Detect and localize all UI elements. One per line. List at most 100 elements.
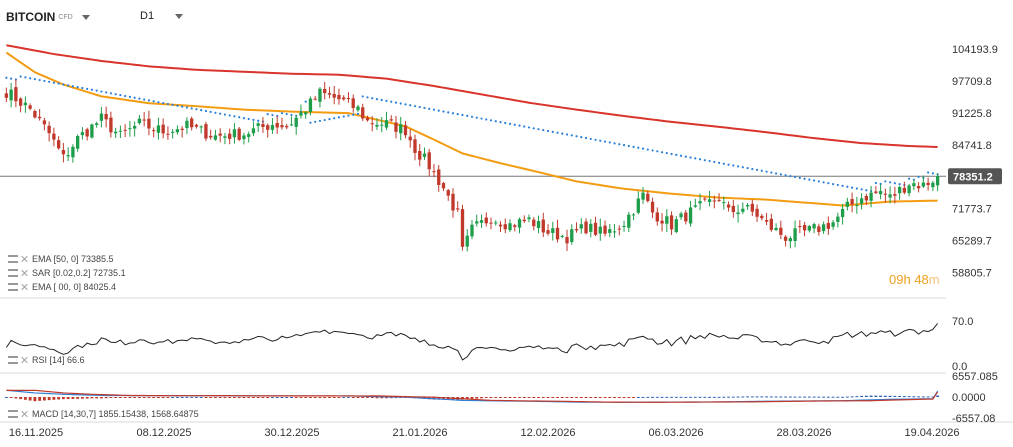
candle-body — [237, 128, 241, 140]
sar-dot — [375, 97, 379, 101]
instrument-type: CFD — [58, 14, 73, 22]
macd-histogram-bar — [389, 397, 393, 399]
sar-dot — [632, 145, 635, 148]
candle-body — [726, 204, 731, 208]
candle-body — [532, 219, 536, 227]
indicator-ema200[interactable]: EMA [ 00, 0] 84025.4 — [8, 282, 116, 292]
candle-body — [783, 236, 788, 241]
macd-histogram-bar — [798, 396, 802, 398]
sar-dot — [803, 177, 806, 180]
macd-histogram-bar — [195, 396, 198, 398]
close-icon[interactable] — [22, 270, 28, 276]
time-tick-label: 12.02.2026 — [520, 427, 575, 439]
macd-histogram-bar — [594, 397, 597, 398]
sar-dot — [204, 109, 208, 113]
symbol-selector[interactable]: BITCOIN CFD — [6, 10, 91, 28]
sar-dot — [214, 111, 217, 114]
candle-body — [213, 135, 218, 140]
settings-icon[interactable] — [8, 255, 18, 263]
candle-body — [921, 182, 926, 187]
candle-body — [503, 224, 507, 230]
close-icon[interactable] — [22, 256, 28, 262]
candle-body — [61, 149, 66, 155]
sar-dot — [931, 172, 934, 175]
sar-dot — [238, 116, 241, 119]
candle-body — [109, 117, 113, 133]
macd-histogram-bar — [137, 397, 141, 398]
candle-body — [180, 128, 184, 130]
macd-histogram-bar — [627, 397, 631, 398]
macd-histogram-bar — [741, 396, 745, 398]
macd-histogram-bar — [807, 396, 811, 398]
settings-icon[interactable] — [8, 269, 18, 277]
indicator-sar[interactable]: SAR [0.02,0.2] 72735.1 — [8, 268, 126, 278]
price-tick-label: 71773.7 — [952, 204, 992, 216]
macd-histogram-bar — [156, 397, 160, 398]
macd-histogram-bar — [242, 397, 246, 398]
macd-histogram-bar — [584, 397, 588, 398]
candle-body — [916, 186, 921, 189]
candle-body — [204, 124, 208, 139]
timeframe-selector[interactable]: D1 — [140, 10, 184, 28]
candle-body — [498, 224, 503, 227]
indicator-ema50[interactable]: EMA [50, 0] 73385.5 — [8, 254, 114, 264]
macd-histogram-bar — [313, 397, 317, 398]
macd-histogram-bar — [902, 396, 906, 398]
macd-histogram-bar — [109, 397, 113, 399]
candle-body — [332, 93, 336, 98]
close-icon[interactable] — [22, 411, 28, 417]
time-tick-label: 21.01.2026 — [392, 427, 447, 439]
macd-histogram-bar — [332, 397, 336, 398]
candle-body — [275, 122, 279, 128]
sar-dot — [157, 101, 160, 104]
symbol-name: BITCOIN — [6, 10, 56, 24]
macd-histogram-bar — [936, 395, 940, 397]
candle-body — [289, 124, 294, 126]
macd-histogram-bar — [779, 396, 783, 398]
candle-body — [256, 123, 260, 126]
macd-histogram-bar — [323, 397, 327, 398]
candle-body — [859, 198, 864, 204]
candle-body — [175, 129, 180, 133]
indicator-label: SAR [0.02,0.2] 72735.1 — [32, 268, 126, 278]
candle-body — [764, 220, 769, 222]
macd-histogram-bar — [9, 397, 13, 398]
macd-histogram-bar — [285, 397, 289, 398]
macd-histogram-bar — [888, 395, 892, 397]
candle-body — [185, 120, 189, 129]
close-icon[interactable] — [22, 357, 28, 363]
rsi-tick-label: 0.0 — [952, 361, 967, 373]
sar-dot — [337, 116, 341, 119]
sar-dot — [276, 114, 279, 118]
settings-icon[interactable] — [8, 356, 18, 364]
sar-dot — [779, 173, 782, 176]
candle-body — [403, 125, 408, 136]
macd-histogram-bar — [874, 395, 878, 397]
sar-dot — [390, 100, 393, 103]
macd-histogram-bar — [693, 396, 697, 398]
settings-icon[interactable] — [8, 283, 18, 291]
sar-dot — [656, 150, 659, 153]
rsi-line — [5, 323, 939, 361]
candle-body — [394, 122, 398, 132]
sar-dot — [219, 112, 222, 115]
candle-body — [912, 183, 916, 187]
sar-dot — [200, 109, 203, 112]
sar-dot — [694, 157, 697, 160]
indicator-macd[interactable]: MACD [14,30,7] 1855.15438, 1568.64875 — [8, 409, 199, 419]
sar-dot — [394, 101, 398, 104]
time-tick-label: 28.03.2026 — [776, 427, 831, 439]
candle-body — [218, 133, 222, 136]
macd-histogram-bar — [375, 397, 379, 399]
candle-body — [769, 218, 773, 230]
candle-body — [280, 125, 284, 128]
macd-histogram-bar — [361, 397, 365, 398]
sar-dot — [523, 125, 526, 128]
sar-dot — [874, 181, 877, 185]
close-icon[interactable] — [22, 284, 28, 290]
settings-icon[interactable] — [8, 410, 18, 418]
sar-dot — [90, 88, 93, 91]
indicator-rsi[interactable]: RSI [14] 66.6 — [8, 355, 85, 365]
sar-dot — [613, 142, 616, 145]
